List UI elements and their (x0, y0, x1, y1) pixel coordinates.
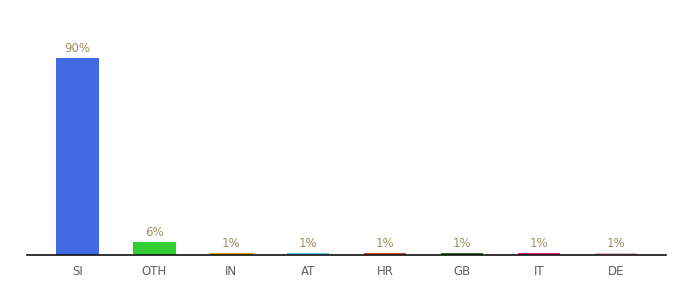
Text: 6%: 6% (145, 226, 164, 239)
Bar (364, 253, 407, 255)
Bar (133, 242, 175, 255)
Text: 1%: 1% (530, 237, 549, 250)
Bar (595, 253, 637, 255)
Bar (518, 253, 560, 255)
Text: 90%: 90% (65, 42, 90, 55)
Text: 1%: 1% (453, 237, 471, 250)
Text: 1%: 1% (607, 237, 626, 250)
Text: 1%: 1% (299, 237, 318, 250)
Bar (287, 253, 330, 255)
Bar (56, 58, 99, 255)
Text: 1%: 1% (376, 237, 394, 250)
Text: 1%: 1% (222, 237, 241, 250)
Bar (210, 253, 252, 255)
Bar (441, 253, 483, 255)
